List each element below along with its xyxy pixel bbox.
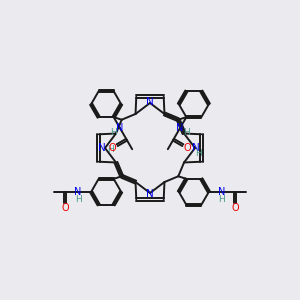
Text: H: H (106, 146, 113, 154)
Text: N: N (146, 97, 154, 107)
Text: N: N (176, 123, 184, 134)
Text: O: O (231, 203, 239, 213)
Text: N: N (116, 123, 124, 134)
Text: H: H (183, 128, 190, 137)
Text: N: N (192, 143, 200, 153)
Text: H: H (110, 128, 117, 137)
Text: H: H (196, 148, 202, 158)
Text: N: N (74, 187, 82, 197)
Text: H: H (75, 195, 82, 204)
Text: O: O (61, 203, 69, 213)
Text: O: O (183, 143, 191, 153)
Text: H: H (218, 195, 225, 204)
Text: N: N (146, 189, 154, 199)
Text: N: N (98, 143, 106, 153)
Text: N: N (218, 187, 226, 197)
Text: O: O (109, 143, 117, 153)
